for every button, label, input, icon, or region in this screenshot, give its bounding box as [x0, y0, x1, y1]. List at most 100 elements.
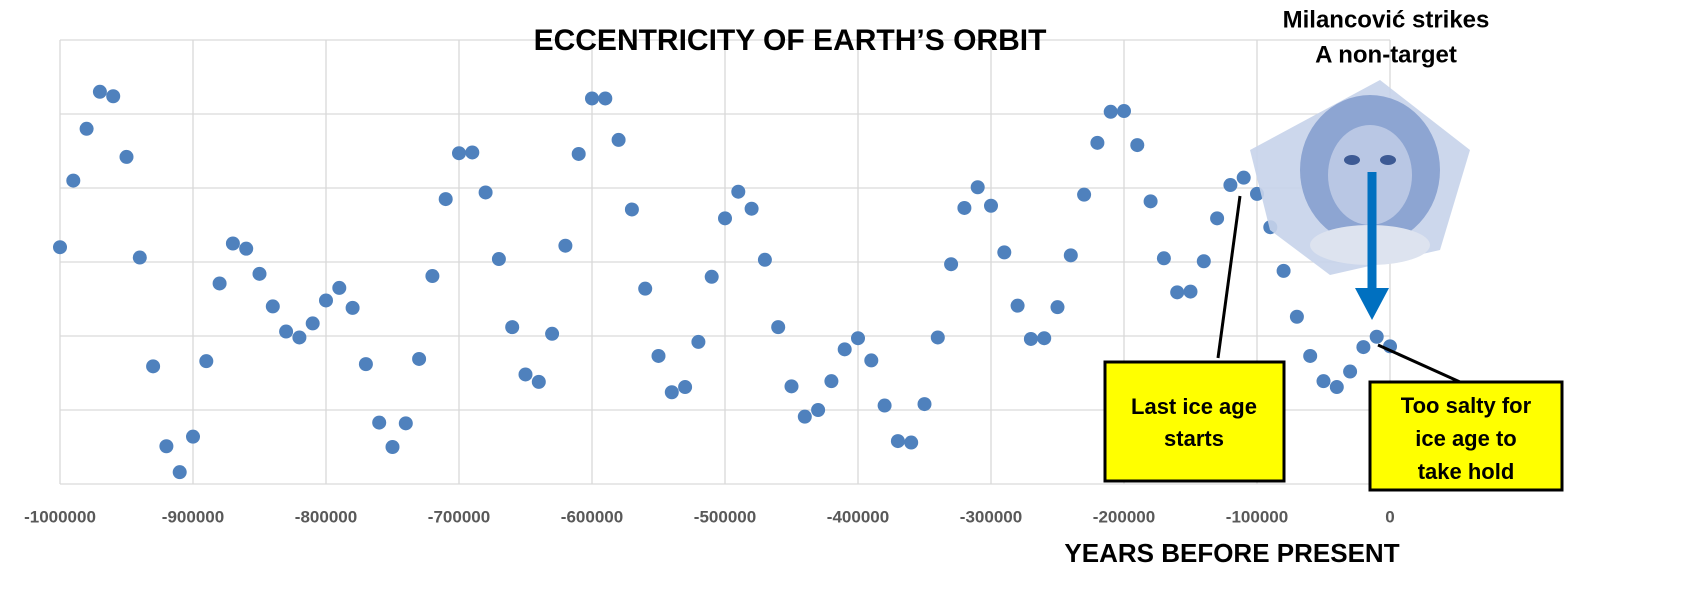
point	[66, 173, 81, 188]
leader-line	[1377, 343, 1461, 384]
point	[478, 185, 493, 200]
point	[984, 198, 998, 213]
point	[199, 354, 214, 369]
point	[624, 202, 639, 217]
point	[452, 146, 466, 161]
point	[319, 293, 333, 308]
x-tick-label: -900000	[162, 507, 224, 526]
point	[718, 211, 732, 226]
x-tick-label: -500000	[694, 507, 756, 526]
point	[957, 200, 972, 215]
point	[385, 440, 400, 454]
point	[585, 91, 599, 106]
callout-box	[1368, 380, 1564, 492]
point	[997, 245, 1012, 260]
point	[678, 380, 693, 395]
point	[92, 84, 107, 99]
point	[944, 257, 959, 272]
point	[132, 250, 147, 265]
point	[186, 429, 200, 444]
point	[704, 269, 719, 284]
point	[358, 357, 373, 372]
annotation: Milancović strikes	[1283, 6, 1490, 33]
point	[292, 330, 307, 345]
point	[159, 439, 174, 454]
point	[771, 320, 786, 335]
point	[172, 465, 187, 480]
point	[491, 252, 506, 267]
point	[1210, 211, 1225, 226]
point	[1023, 331, 1038, 346]
point	[332, 280, 347, 295]
x-tick-label: -100000	[1226, 507, 1288, 526]
point	[904, 435, 919, 450]
grid: -1000000 -900000 -800000 -700000 -600000 -500…	[24, 39, 1395, 526]
point	[505, 320, 520, 335]
point	[837, 342, 852, 357]
x-tick-label: -700000	[428, 507, 490, 526]
point	[1343, 364, 1358, 379]
x-tick-label: -300000	[960, 507, 1022, 526]
point	[930, 330, 945, 345]
point	[1143, 194, 1158, 209]
point	[225, 236, 240, 251]
point	[824, 374, 839, 389]
arrow	[1355, 172, 1389, 320]
point	[571, 146, 586, 161]
point	[53, 240, 67, 255]
point	[917, 397, 932, 412]
point	[252, 266, 267, 281]
point	[1329, 380, 1344, 395]
x-tick-label: 0	[1385, 507, 1394, 526]
point	[638, 281, 653, 296]
point	[119, 149, 134, 164]
point	[212, 276, 227, 291]
point	[864, 353, 879, 368]
point	[797, 409, 812, 424]
chart-title: ECCENTRICITY OF EARTH’S ORBIT	[534, 24, 1047, 57]
point	[598, 91, 613, 106]
annotation: Last ice age	[1131, 394, 1257, 419]
point	[1196, 254, 1211, 269]
point	[1223, 178, 1238, 193]
point	[239, 241, 254, 256]
annotation: ice age to	[1415, 426, 1516, 451]
point	[1170, 285, 1185, 300]
points	[53, 84, 1397, 480]
point	[1077, 187, 1092, 202]
point	[811, 403, 826, 417]
point	[1050, 300, 1065, 315]
point	[970, 180, 985, 195]
point	[757, 252, 772, 267]
point	[425, 269, 440, 284]
point	[438, 192, 453, 207]
point	[1183, 284, 1198, 299]
point	[518, 367, 533, 382]
point	[611, 132, 626, 147]
point	[1103, 104, 1118, 119]
point	[1356, 340, 1371, 355]
x-tick-label: -800000	[295, 507, 357, 526]
point	[372, 415, 387, 430]
point	[890, 434, 905, 449]
x-tick-label: -1000000	[24, 507, 96, 526]
point	[1369, 329, 1384, 344]
point	[531, 374, 546, 389]
point	[558, 238, 573, 253]
point	[851, 331, 865, 346]
point	[1289, 309, 1304, 324]
x-tick-label: -400000	[827, 507, 889, 526]
point	[305, 316, 320, 331]
point	[265, 299, 280, 314]
point	[1063, 248, 1078, 263]
point	[744, 201, 759, 216]
point	[877, 398, 892, 413]
point	[1316, 374, 1331, 389]
point	[1303, 348, 1318, 363]
point	[1130, 138, 1145, 153]
point	[691, 334, 706, 349]
point	[279, 324, 294, 339]
annotation: Too salty for	[1401, 393, 1532, 418]
